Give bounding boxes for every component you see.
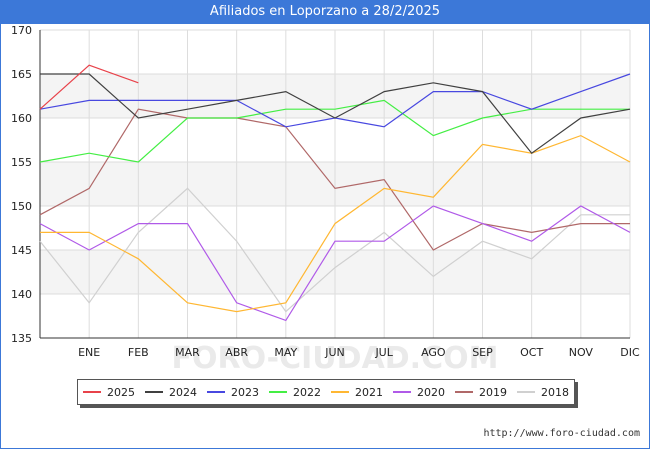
legend-swatch: [83, 391, 101, 393]
series-line-2020: [39, 205, 631, 322]
x-tick-label: ENE: [78, 346, 100, 359]
x-tick-label: ABR: [225, 346, 248, 359]
chart-legend: 2025 2024 2023 2022 2021 2020 2019 2018: [77, 379, 575, 405]
x-tick-label: JUL: [374, 346, 393, 359]
legend-label: 2022: [293, 385, 321, 399]
legend-swatch: [455, 391, 473, 393]
legend-label: 2018: [541, 385, 569, 399]
legend-label: 2025: [107, 385, 135, 399]
y-tick-label: 135: [11, 332, 32, 345]
x-tick-label: MAY: [274, 346, 297, 359]
y-tick-label: 140: [11, 288, 32, 301]
x-tick-label: NOV: [569, 346, 594, 359]
source-url: http://www.foro-ciudad.com: [483, 428, 640, 439]
series-line-2024: [40, 73, 631, 155]
x-tick-label: MAR: [175, 346, 200, 359]
legend-item-2022: 2022: [269, 386, 321, 399]
legend-swatch: [207, 391, 225, 393]
legend-swatch: [269, 391, 287, 393]
legend-swatch: [517, 391, 535, 393]
legend-item-2024: 2024: [145, 386, 197, 399]
y-tick-label: 145: [11, 244, 32, 257]
legend-item-2019: 2019: [455, 386, 507, 399]
legend-swatch: [331, 391, 349, 393]
y-tick-label: 165: [11, 68, 32, 81]
x-tick-label: SEP: [472, 346, 493, 359]
x-tick-label: OCT: [520, 346, 543, 359]
legend-label: 2021: [355, 385, 383, 399]
legend-label: 2020: [417, 385, 445, 399]
legend-swatch: [393, 391, 411, 393]
series-line-2018: [39, 187, 630, 313]
series-line-2025: [39, 64, 139, 110]
legend-item-2018: 2018: [517, 386, 569, 399]
legend-label: 2019: [479, 385, 507, 399]
legend-label: 2023: [231, 385, 259, 399]
legend-item-2025: 2025: [83, 386, 135, 399]
y-tick-label: 155: [11, 156, 32, 169]
legend-label: 2024: [169, 385, 197, 399]
y-tick-label: 150: [11, 200, 32, 213]
y-tick-label: 160: [11, 112, 32, 125]
y-tick-label: 170: [11, 24, 32, 37]
legend-item-2020: 2020: [393, 386, 445, 399]
x-tick-label: JUN: [324, 346, 345, 359]
x-tick-label: FEB: [128, 346, 149, 359]
x-tick-label: AGO: [421, 346, 446, 359]
series-line-2019: [39, 108, 630, 251]
legend-item-2021: 2021: [331, 386, 383, 399]
chart-title: Afiliados en Loporzano a 28/2/2025: [0, 0, 650, 24]
legend-item-2023: 2023: [207, 386, 259, 399]
x-tick-label: DIC: [620, 346, 640, 359]
watermark: FORO-CIUDAD.COM: [172, 341, 499, 376]
legend-swatch: [145, 391, 163, 393]
